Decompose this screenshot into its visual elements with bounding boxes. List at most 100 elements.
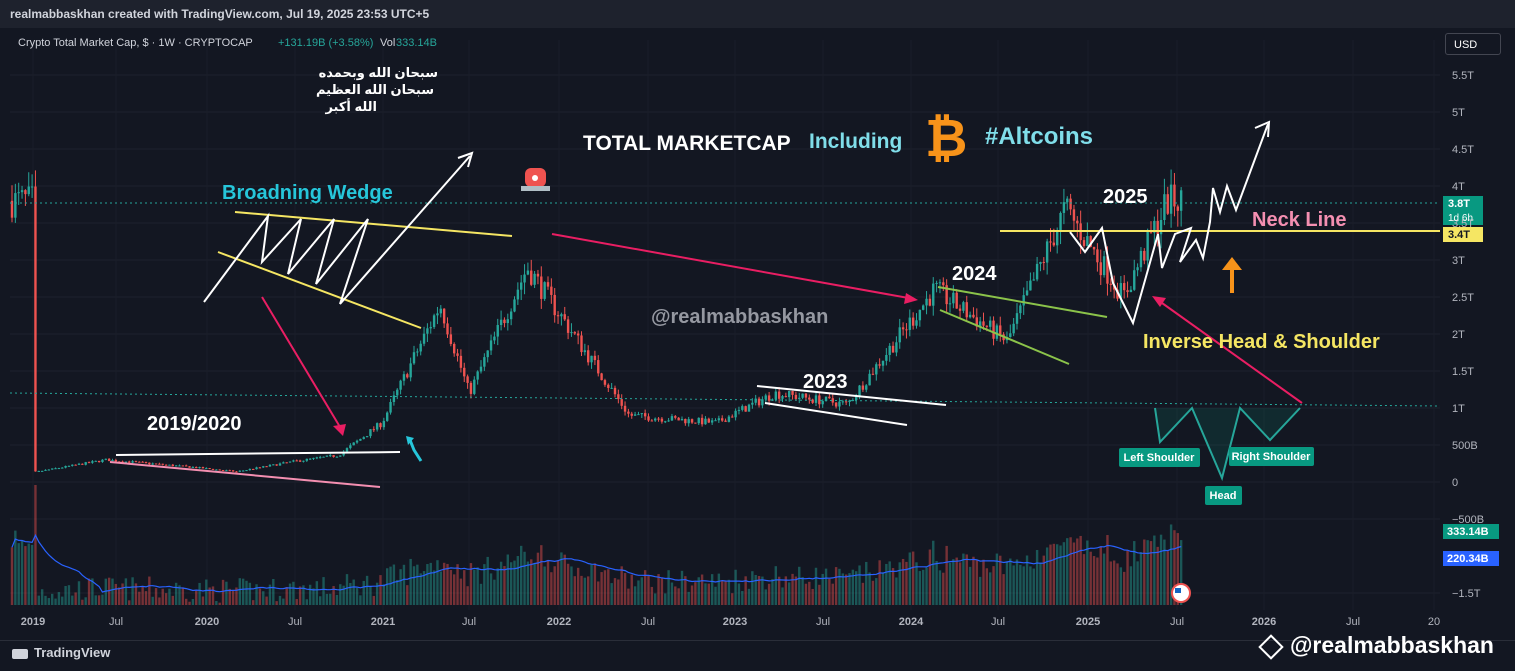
volume-bar	[375, 582, 379, 605]
volume-bar	[1062, 542, 1066, 605]
volume-bar	[563, 554, 566, 605]
volume-bar	[814, 567, 818, 605]
volume-bar	[908, 552, 911, 605]
candle-body	[580, 335, 583, 353]
volume-bar	[811, 588, 814, 605]
volume-bar	[767, 583, 771, 605]
candle-body	[473, 379, 476, 394]
volume-bar	[774, 566, 777, 605]
projection-arrowhead	[1254, 120, 1271, 138]
volume-bar	[546, 560, 550, 605]
volume-bar	[516, 556, 520, 605]
candle-body	[64, 465, 67, 468]
candle-body	[499, 319, 503, 326]
volume-bar	[570, 566, 573, 605]
volume-bar	[607, 569, 610, 605]
candle-body	[1042, 261, 1045, 263]
price-chart[interactable]: ₿ 5.5T 5T 4.5T 4T 3.5T 3T 2.5T 2T 1.5T 1T 500B 0 −50…	[0, 28, 1515, 640]
candle-body	[811, 399, 814, 403]
volume-bar	[453, 574, 456, 605]
candle-body	[288, 461, 292, 463]
volume-bar	[654, 593, 657, 605]
volume-bar	[630, 574, 633, 605]
volume-bar	[30, 544, 34, 605]
volume-bar	[697, 577, 700, 605]
volume-bar	[724, 581, 727, 605]
volume-bar	[891, 568, 895, 605]
volume-bar	[463, 570, 466, 605]
candle-body	[34, 186, 37, 472]
volume-bar	[1163, 539, 1166, 605]
volume-bar	[205, 579, 208, 605]
volume-bar	[610, 583, 613, 605]
y-tick-label: 2.5T	[1452, 292, 1474, 304]
candle-body	[932, 283, 935, 306]
volume-bar	[777, 576, 781, 605]
volume-bar	[305, 599, 308, 605]
candle-body	[989, 320, 992, 327]
volume-bar	[798, 566, 801, 605]
candle-body	[121, 461, 124, 463]
volume-bar	[1096, 557, 1099, 605]
volume-bar	[208, 587, 211, 605]
volume-bar	[1089, 551, 1092, 605]
candle-body	[295, 460, 298, 462]
candle-body	[322, 456, 325, 458]
volume-bar	[195, 590, 198, 605]
volume-bar	[442, 562, 446, 605]
x-axis-labels: 2019 Jul 2020 Jul 2021 Jul 2022 Jul 2023 Jul 2024 J…	[21, 616, 1440, 628]
volume-bar	[107, 577, 111, 605]
candle-body	[717, 418, 721, 421]
volume-bar	[416, 564, 419, 605]
candle-body	[965, 302, 968, 318]
candle-body	[885, 354, 888, 361]
candle-body	[992, 320, 995, 339]
volume-bar	[928, 549, 932, 605]
volume-bar	[1056, 544, 1059, 605]
candle-body	[503, 319, 506, 324]
candle-body	[670, 416, 674, 421]
candle-body	[47, 469, 51, 471]
volume-bar	[101, 594, 104, 605]
candle-body	[1032, 279, 1035, 281]
y-tick-label: 2T	[1452, 329, 1465, 341]
volume-bar	[593, 563, 597, 605]
volume-bar	[241, 578, 245, 605]
volume-bar	[355, 588, 359, 605]
candle-body	[61, 467, 64, 469]
candle-body	[245, 470, 248, 472]
volume-bar	[1076, 538, 1079, 605]
candle-body	[1015, 313, 1019, 324]
candle-body	[352, 442, 355, 446]
volume-bar	[677, 588, 680, 605]
candle-body	[365, 436, 369, 438]
candle-body	[1066, 198, 1069, 203]
candle-body	[1045, 241, 1049, 263]
base-support-line	[109, 461, 381, 488]
y-tick-label: 4.5T	[1452, 144, 1474, 156]
y-tick-label: 5.5T	[1452, 70, 1474, 82]
candle-body	[530, 270, 533, 285]
credit-text: realmabbaskhan created with TradingView.…	[10, 7, 430, 21]
candle-body	[185, 465, 188, 467]
volume-bar	[1092, 556, 1096, 605]
currency-button[interactable]: USD	[1445, 33, 1501, 55]
volume-bar	[643, 570, 647, 605]
candle-body	[225, 470, 228, 472]
volume-bar	[911, 551, 915, 605]
candle-body	[623, 405, 627, 412]
candle-body	[1059, 212, 1062, 231]
candle-body	[898, 327, 901, 343]
candle-body	[1069, 198, 1072, 210]
label-neck-line: Neck Line	[1252, 209, 1346, 231]
cyan-hook-arrow	[408, 439, 423, 462]
candle-body	[84, 462, 87, 465]
candle-body	[1062, 202, 1066, 213]
volume-bar	[426, 564, 429, 605]
y-tick-label: 3T	[1452, 255, 1465, 267]
volume-bar	[523, 551, 526, 605]
tradingview-logo[interactable]: TradingView	[12, 645, 110, 660]
bottom-bar	[0, 640, 1515, 671]
candle-body	[844, 401, 848, 403]
candle-body	[205, 468, 208, 470]
